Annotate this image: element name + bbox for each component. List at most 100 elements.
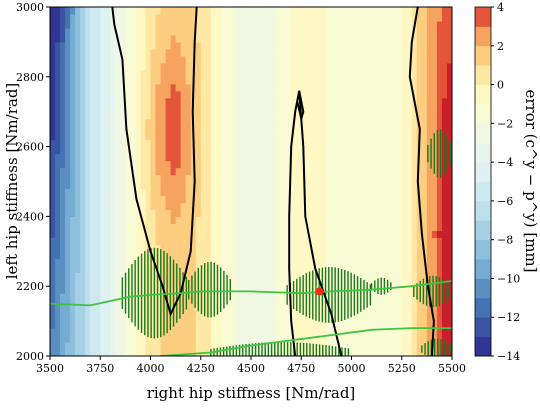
- field-cell: [411, 230, 418, 238]
- field-cell: [381, 188, 388, 197]
- field-cell: [321, 125, 327, 134]
- field-cell: [296, 20, 302, 29]
- field-cell: [261, 342, 267, 350]
- field-cell: [195, 90, 202, 99]
- field-cell: [436, 48, 443, 57]
- field-cell: [296, 139, 302, 148]
- field-cell: [251, 174, 257, 183]
- field-cell: [70, 104, 76, 113]
- field-cell: [225, 335, 232, 343]
- field-cell: [135, 342, 142, 350]
- field-cell: [195, 13, 202, 22]
- field-cell: [276, 139, 282, 148]
- field-cell: [85, 258, 91, 266]
- field-cell: [321, 83, 327, 92]
- field-cell: [95, 48, 101, 57]
- field-cell: [306, 76, 312, 85]
- field-cell: [140, 272, 147, 280]
- field-cell: [441, 125, 448, 134]
- field-cell: [235, 195, 242, 204]
- field-cell: [431, 111, 438, 120]
- field-cell: [391, 181, 398, 190]
- field-cell: [170, 104, 177, 113]
- field-cell: [135, 69, 142, 78]
- field-cell: [195, 321, 202, 329]
- field-cell: [210, 104, 217, 113]
- field-cell: [145, 202, 152, 211]
- field-cell: [180, 223, 187, 231]
- field-cell: [240, 62, 247, 71]
- field-cell: [381, 321, 388, 329]
- field-cell: [90, 55, 96, 64]
- field-cell: [306, 223, 312, 231]
- field-cell: [65, 69, 71, 78]
- field-cell: [65, 167, 71, 176]
- field-cell: [180, 41, 187, 50]
- field-cell: [416, 237, 423, 245]
- field-cell: [361, 230, 368, 238]
- field-cell: [215, 69, 222, 78]
- field-cell: [261, 258, 267, 266]
- field-cell: [245, 328, 252, 336]
- field-cell: [266, 286, 272, 294]
- field-cell: [110, 167, 116, 176]
- x-tick-label: 5250: [388, 362, 416, 375]
- field-cell: [95, 146, 101, 155]
- field-cell: [391, 251, 398, 259]
- field-cell: [341, 244, 348, 252]
- field-cell: [401, 300, 408, 308]
- green-line: [160, 327, 452, 356]
- field-cell: [130, 83, 137, 92]
- field-cell: [306, 34, 312, 43]
- colorbar-tick-label: 4: [497, 1, 504, 14]
- field-cell: [55, 216, 61, 224]
- field-cell: [376, 167, 383, 176]
- field-cell: [331, 230, 338, 238]
- field-cell: [301, 13, 307, 22]
- field-cell: [200, 237, 207, 245]
- field-cell: [135, 223, 142, 231]
- field-cell: [251, 27, 257, 36]
- field-cell: [215, 132, 222, 141]
- field-cell: [190, 328, 197, 336]
- field-cell: [95, 195, 101, 204]
- field-cell: [411, 335, 418, 343]
- field-cell: [276, 279, 282, 287]
- field-cell: [95, 20, 101, 29]
- field-cell: [140, 188, 147, 197]
- field-cell: [371, 41, 378, 50]
- field-cell: [366, 69, 373, 78]
- field-cell: [50, 146, 56, 155]
- field-cell: [75, 300, 81, 308]
- field-cell: [90, 188, 96, 197]
- field-cell: [110, 321, 116, 329]
- field-cell: [110, 188, 116, 197]
- field-cell: [50, 293, 56, 301]
- field-cell: [446, 76, 452, 85]
- field-cell: [391, 314, 398, 322]
- field-cell: [205, 167, 212, 176]
- field-cell: [90, 69, 96, 78]
- field-cell: [401, 251, 408, 259]
- hatch-regions: [121, 129, 452, 356]
- field-cell: [376, 328, 383, 336]
- field-cell: [261, 90, 267, 99]
- field-cell: [446, 321, 452, 329]
- field-cell: [200, 34, 207, 43]
- field-cell: [346, 167, 353, 176]
- field-cell: [175, 195, 182, 204]
- field-cell: [205, 125, 212, 134]
- field-cell: [120, 174, 126, 183]
- field-cell: [301, 272, 307, 280]
- field-cell: [261, 27, 267, 36]
- field-cell: [50, 132, 56, 141]
- field-cell: [331, 69, 338, 78]
- field-cell: [85, 125, 91, 134]
- field-cell: [446, 104, 452, 113]
- field-cell: [346, 7, 353, 15]
- field-cell: [60, 342, 66, 350]
- field-cell: [185, 132, 192, 141]
- field-cell: [145, 90, 152, 99]
- field-cell: [396, 146, 403, 155]
